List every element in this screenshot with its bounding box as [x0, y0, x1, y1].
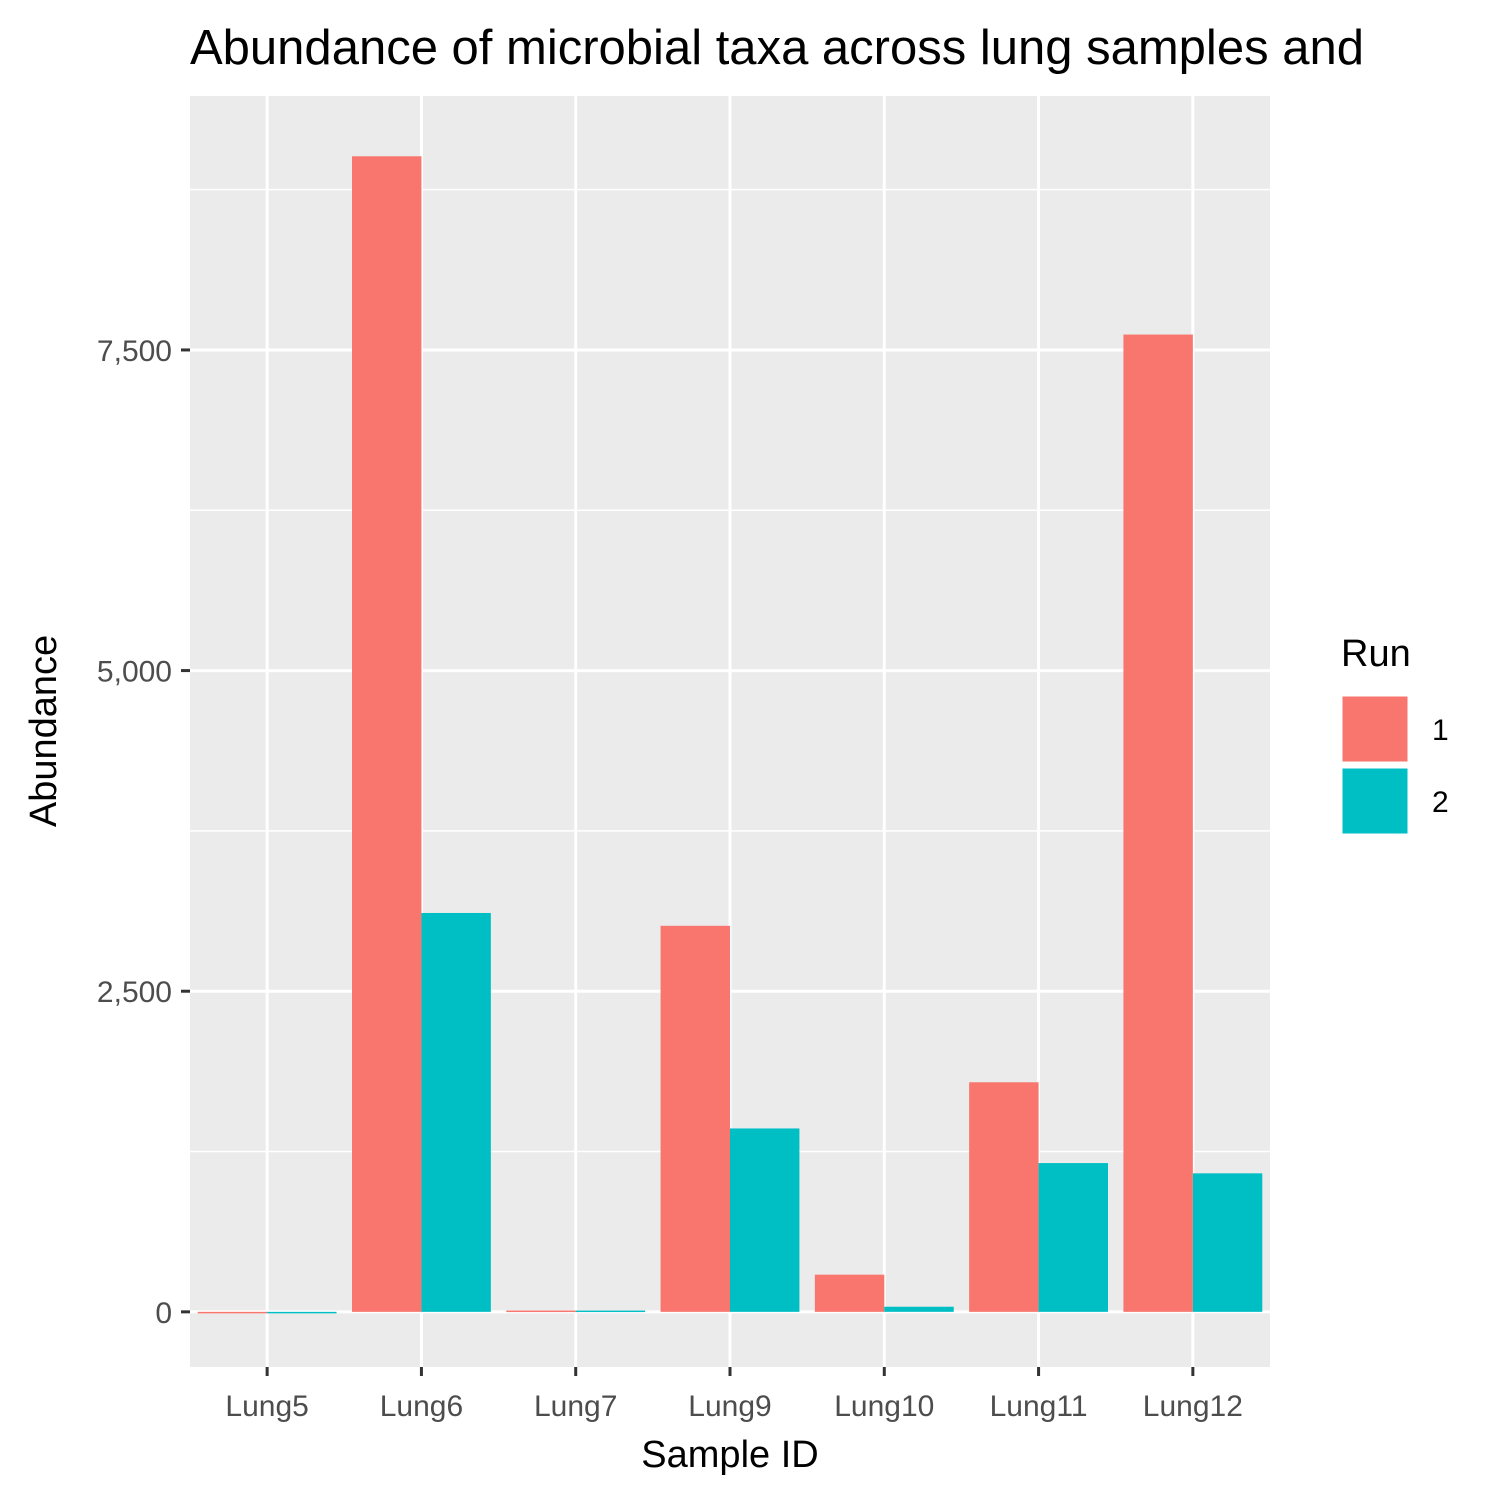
legend: Run 12	[1339, 633, 1449, 837]
y-axis: 0 2,500 5,000 7,500	[97, 335, 190, 1330]
x-axis: Lung5 Lung6 Lung7 Lung9 Lung10 Lung11 Lung12	[225, 1367, 1243, 1423]
x-tick-label: Lung11	[990, 1390, 1088, 1423]
x-tick-label: Lung7	[534, 1390, 617, 1423]
x-tick-label: Lung12	[1143, 1390, 1243, 1423]
x-tick-label: Lung10	[834, 1390, 934, 1423]
y-axis-title: Abundance	[23, 635, 65, 827]
bar-lung11-run-1	[969, 1082, 1039, 1312]
bar-lung5-run-1	[197, 1311, 268, 1314]
legend-key-run-1	[1339, 693, 1411, 765]
bar-lung6-run-1	[352, 156, 422, 1312]
bars	[197, 156, 1263, 1314]
bar-lung6-run-2	[421, 912, 491, 1312]
legend-items: 12	[1339, 693, 1449, 837]
bar-lung10-run-2	[884, 1306, 954, 1312]
legend-label-run-2: 2	[1432, 786, 1449, 819]
bar-lung12-run-2	[1192, 1173, 1263, 1312]
bar-lung9-run-1	[660, 925, 730, 1312]
x-tick-label: Lung6	[380, 1390, 463, 1423]
y-tick-label: 0	[155, 1297, 172, 1330]
chart-title: Abundance of microbial taxa across lung …	[190, 21, 1364, 75]
bar-lung12-run-1	[1123, 334, 1193, 1312]
y-tick-label: 2,500	[97, 976, 172, 1009]
bar-lung5-run-2	[267, 1311, 337, 1314]
bar-lung11-run-2	[1038, 1163, 1108, 1312]
x-tick-label: Lung9	[688, 1390, 771, 1423]
legend-title: Run	[1341, 633, 1411, 675]
y-tick-label: 7,500	[97, 335, 172, 368]
legend-key-run-2	[1339, 765, 1411, 837]
bar-lung7-run-2	[575, 1310, 646, 1313]
x-tick-label: Lung5	[225, 1390, 308, 1423]
y-tick-label: 5,000	[97, 656, 172, 689]
bar-lung9-run-2	[730, 1128, 800, 1312]
bar-lung10-run-1	[814, 1274, 885, 1312]
bar-lung7-run-1	[506, 1310, 576, 1313]
x-axis-title: Sample ID	[641, 1434, 818, 1476]
legend-label-run-1: 1	[1432, 714, 1449, 747]
